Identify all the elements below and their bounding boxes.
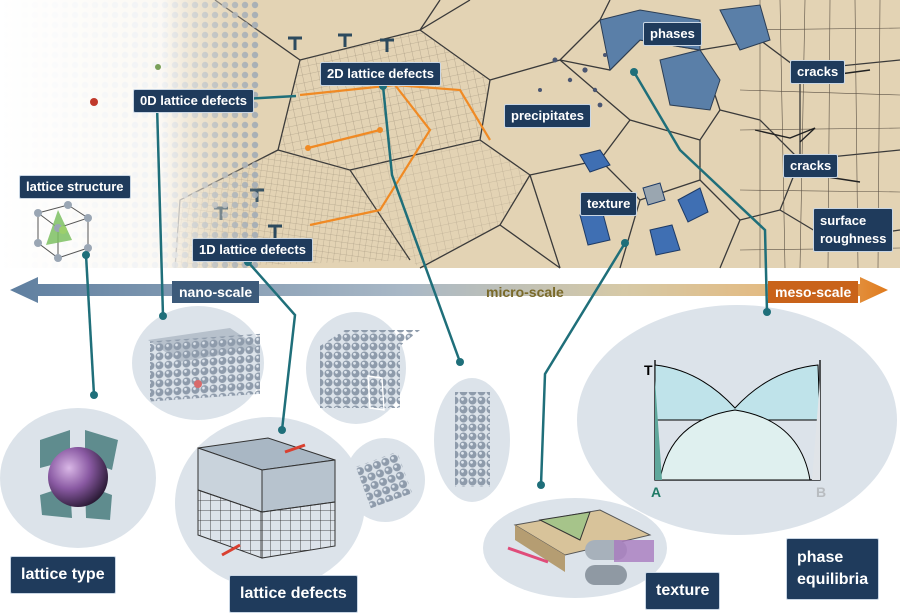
phase-diagram-a-label: A	[651, 484, 662, 500]
texture-label: texture	[645, 572, 721, 610]
zero-d-defects-label: 0D lattice defects	[133, 89, 254, 113]
precipitates-label: precipitates	[504, 104, 591, 128]
nano-cube-0d	[148, 328, 260, 402]
microstructure-band	[0, 0, 900, 269]
connectors	[84, 71, 769, 486]
lattice-defects-label: lattice defects	[229, 575, 358, 613]
two-d-defects-label: 2D lattice defects	[320, 62, 441, 86]
phase-equilibria-line-2: equilibria	[797, 571, 869, 588]
twin-column	[455, 392, 490, 487]
surface-roughness-label: surface roughness	[813, 208, 894, 252]
vacancy-atom	[90, 98, 98, 106]
phase-equilibria-line-1: phase	[797, 549, 844, 566]
lattice-defects-box	[197, 437, 336, 559]
cracks-label-2: cracks	[783, 154, 839, 178]
nano-cube-grain-boundary	[320, 330, 420, 411]
lattice-structure-label: lattice structure	[19, 175, 131, 199]
one-d-defects-label: 1D lattice defects	[192, 238, 313, 262]
lattice-type-label: lattice type	[10, 556, 116, 594]
micro-scale-label: micro-scale	[486, 284, 564, 300]
lattice-type-model	[40, 430, 118, 520]
phase-diagram-t-axis: T	[644, 362, 653, 378]
interstitial-atom	[155, 64, 161, 70]
rolling-texture-model	[507, 509, 654, 585]
surface-roughness-line-2: roughness	[820, 231, 887, 246]
dislocation-mesh-small	[355, 451, 413, 509]
cracks-label-1: cracks	[790, 60, 846, 84]
surface-roughness-line-1: surface	[820, 213, 867, 228]
band-fade	[0, 0, 900, 268]
phase-equilibria-label: phase equilibria	[786, 538, 880, 600]
scale-arrow	[10, 277, 888, 303]
nano-scale-label: nano-scale	[172, 281, 260, 303]
meso-scale-label: meso-scale	[768, 281, 859, 303]
texture-top-label: texture	[580, 192, 638, 216]
phase-diagram-b-label: B	[816, 484, 827, 500]
phase-diagram	[654, 360, 821, 481]
phases-label: phases	[643, 22, 702, 46]
unit-cell-icon	[34, 201, 92, 262]
